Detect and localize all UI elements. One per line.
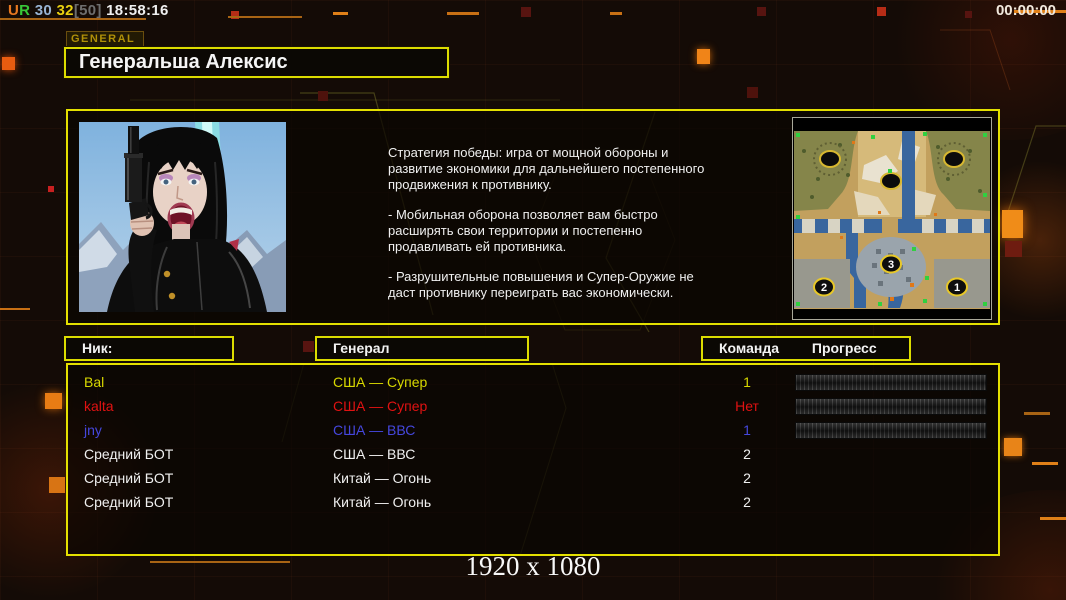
player-general: США — Супер xyxy=(333,398,428,414)
player-team: 2 xyxy=(743,446,751,462)
player-row: kalta США — Супер Нет xyxy=(68,394,998,418)
hud-stats: UR 30 32[50] 18:58:16 xyxy=(8,2,169,19)
match-timer: 00:00:00 xyxy=(995,2,1056,19)
resolution-label: 1920 x 1080 xyxy=(465,551,601,581)
player-general: США — ВВС xyxy=(333,446,416,462)
header-progress-label: Прогресс xyxy=(811,340,877,356)
player-team: 2 xyxy=(743,470,751,486)
player-nick: Средний БОТ xyxy=(84,446,174,462)
minimap-image: 2 1 3 xyxy=(793,118,991,319)
strategy-paragraph: Стратегия победы: игра от мощной обороны… xyxy=(388,145,705,192)
player-row: Средний БОТ Китай — Огонь 2 xyxy=(68,466,998,490)
start-position-2: 2 xyxy=(821,282,827,294)
start-position-1: 1 xyxy=(954,282,960,294)
general-info-panel: Стратегия победы: игра от мощной обороны… xyxy=(66,109,1000,325)
strategy-paragraph: - Разрушительные повышения и Супер-Оружи… xyxy=(388,269,694,300)
strategy-description: Стратегия победы: игра от мощной обороны… xyxy=(388,145,724,315)
player-team: Нет xyxy=(735,398,759,414)
player-general: Китай — Огонь xyxy=(333,470,432,486)
player-row: jny США — ВВС 1 xyxy=(68,418,998,442)
player-team: 1 xyxy=(743,422,751,438)
player-general: США — Супер xyxy=(333,374,428,390)
player-nick: Средний БОТ xyxy=(84,494,174,510)
player-team: 2 xyxy=(743,494,751,510)
general-name-title: Генеральша Алексис xyxy=(64,47,449,78)
column-header-general: Генерал xyxy=(315,336,529,361)
player-team: 1 xyxy=(743,374,751,390)
general-name-text: Генеральша Алексис xyxy=(79,51,288,73)
general-portrait xyxy=(79,122,286,312)
header-team-label: Команда xyxy=(719,340,779,356)
player-row: Bal США — Супер 1 xyxy=(68,370,998,394)
header-nick-label: Ник: xyxy=(82,340,113,356)
player-progress-bar xyxy=(795,374,987,391)
player-progress-bar xyxy=(795,422,987,439)
column-header-team-progress: Команда Прогресс xyxy=(701,336,911,361)
hud-token: 18:58:16 xyxy=(101,2,169,19)
players-table: Bal США — Супер 1 kalta США — Супер Нет … xyxy=(66,363,1000,556)
start-position-3: 3 xyxy=(888,259,894,271)
hud-token: 32 xyxy=(52,2,74,19)
hud-token: [50] xyxy=(73,2,102,19)
player-progress-bar xyxy=(795,398,987,415)
column-header-nick: Ник: xyxy=(64,336,234,361)
hud-token: U xyxy=(8,2,20,19)
hud-token: 30 xyxy=(30,2,53,19)
player-row: Средний БОТ Китай — Огонь 2 xyxy=(68,490,998,514)
players-rows: Bal США — Супер 1 kalta США — Супер Нет … xyxy=(68,365,998,554)
player-nick: Bal xyxy=(84,374,105,390)
player-general: США — ВВС xyxy=(333,422,416,438)
strategy-paragraph: - Мобильная оборона позволяет вам быстро… xyxy=(388,207,658,254)
player-nick: kalta xyxy=(84,398,114,414)
hud-token: R xyxy=(19,2,31,19)
header-general-label: Генерал xyxy=(333,340,390,356)
map-preview: 2 1 3 xyxy=(792,117,992,320)
player-nick: jny xyxy=(84,422,102,438)
portrait-image xyxy=(79,122,286,312)
player-general: Китай — Огонь xyxy=(333,494,432,510)
player-row: Средний БОТ США — ВВС 2 xyxy=(68,442,998,466)
player-nick: Средний БОТ xyxy=(84,470,174,486)
